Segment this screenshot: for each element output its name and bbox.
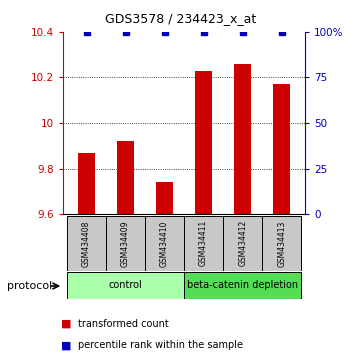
Bar [67,272,184,299]
Bar [234,64,251,214]
Text: beta-catenin depletion: beta-catenin depletion [187,280,298,290]
Bar [184,272,301,299]
Text: protocol: protocol [7,281,52,291]
Bar [156,182,173,214]
Text: GSM434410: GSM434410 [160,220,169,267]
Text: GSM434408: GSM434408 [82,220,91,267]
Bar [67,216,106,271]
Bar [78,153,95,214]
Text: GSM434412: GSM434412 [238,220,247,267]
Bar [106,216,145,271]
Bar [145,216,184,271]
Text: GSM434409: GSM434409 [121,220,130,267]
Bar [117,141,134,214]
Text: ■: ■ [61,319,72,329]
Bar [184,216,223,271]
Text: ■: ■ [61,340,72,350]
Text: GSM434411: GSM434411 [199,220,208,267]
Text: transformed count: transformed count [78,319,168,329]
Bar [262,216,301,271]
Text: GDS3578 / 234423_x_at: GDS3578 / 234423_x_at [105,12,256,25]
Text: GSM434413: GSM434413 [277,220,286,267]
Text: percentile rank within the sample: percentile rank within the sample [78,340,243,350]
Text: control: control [109,280,143,290]
Bar [223,216,262,271]
Bar [273,84,290,214]
Bar [195,70,212,214]
